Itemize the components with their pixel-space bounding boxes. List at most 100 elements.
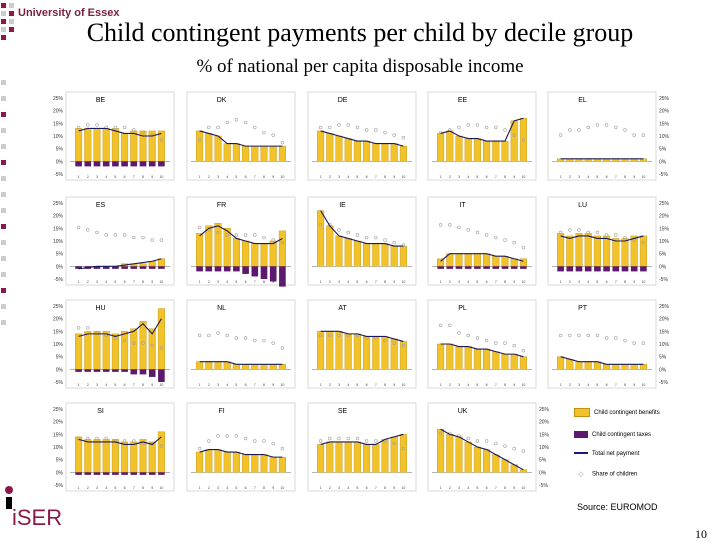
tax-bar: [148, 266, 156, 269]
net-payment-line: [440, 253, 524, 262]
tax-bar: [112, 161, 119, 167]
share-point: [558, 333, 563, 338]
x-tick-label: 7: [375, 175, 377, 179]
benefit-bar: [381, 143, 389, 162]
tax-bar: [148, 161, 156, 167]
x-tick-label: 7: [254, 383, 256, 387]
legend-share: ◇ Share of children: [574, 470, 637, 478]
benefit-bar: [93, 331, 101, 370]
y-tick-label-left: 15%: [53, 226, 64, 232]
share-point: [271, 133, 275, 137]
tax-bar: [130, 369, 138, 375]
benefit-bar: [139, 439, 147, 473]
share-point: [132, 341, 136, 345]
tax-bar: [84, 472, 92, 475]
benefit-bar: [269, 240, 277, 267]
benefit-bar: [130, 328, 138, 370]
benefit-bar: [121, 441, 129, 473]
benefit-bar: [519, 118, 527, 162]
share-point: [318, 223, 323, 227]
benefit-bar: [326, 133, 334, 162]
x-tick-label: 9: [151, 280, 153, 284]
x-tick-label: 3: [96, 383, 98, 387]
tax-bar: [501, 266, 509, 269]
share-point: [159, 444, 164, 448]
x-tick-label: 3: [458, 175, 460, 179]
x-tick-label: 8: [624, 383, 626, 387]
share-point: [104, 233, 108, 237]
x-tick-label: 8: [263, 280, 265, 284]
share-point: [243, 120, 248, 125]
share-point: [318, 333, 323, 338]
benefit-bar: [260, 243, 268, 267]
net-payment-line: [320, 210, 404, 247]
university-logo[interactable]: University of Essex: [18, 7, 120, 19]
share-point: [355, 436, 360, 441]
x-tick-label: 9: [151, 383, 153, 387]
benefit-bar: [372, 143, 380, 162]
share-point: [225, 233, 229, 237]
x-tick-label: 4: [105, 383, 107, 387]
y-tick-label-left: -5%: [54, 483, 63, 489]
share-point: [392, 133, 396, 137]
y-tick-label-right: 25%: [659, 304, 670, 310]
tax-bar: [196, 266, 203, 272]
x-tick-label: 7: [133, 383, 135, 387]
x-tick-label: 3: [578, 280, 580, 284]
x-tick-label: 3: [458, 383, 460, 387]
y-tick-label-right: 20%: [659, 109, 670, 115]
share-point: [122, 233, 127, 237]
share-point: [595, 230, 600, 235]
y-tick-label-left: 10%: [53, 342, 64, 348]
x-tick-label: 4: [105, 175, 107, 179]
share-point: [503, 238, 507, 242]
benefit-bar: [157, 130, 165, 162]
benefit-bar: [492, 140, 500, 162]
share-point: [280, 446, 285, 451]
x-tick-label: 9: [272, 175, 274, 179]
benefit-bar: [437, 343, 445, 370]
x-tick-label: 3: [217, 175, 219, 179]
x-tick-label: 9: [272, 280, 274, 284]
net-payment-line: [199, 130, 283, 147]
share-point: [318, 439, 323, 443]
benefit-bar: [446, 343, 454, 370]
share-point: [253, 125, 257, 130]
benefit-bar: [390, 245, 398, 267]
x-tick-label: 7: [375, 486, 377, 490]
tax-bar: [75, 369, 82, 372]
benefit-bar: [242, 454, 250, 473]
x-tick-label: 10: [159, 383, 163, 387]
benefit-bar: [584, 233, 592, 267]
benefit-bar: [557, 233, 565, 267]
x-tick-label: 8: [504, 280, 506, 284]
x-tick-label: 7: [495, 280, 497, 284]
chart-frame-se: [307, 402, 417, 492]
benefit-bar: [381, 243, 389, 267]
share-point: [243, 233, 248, 237]
source-note: Source: EUROMOD: [577, 502, 658, 512]
share-point: [503, 341, 507, 345]
x-tick-label: 8: [504, 175, 506, 179]
x-tick-label: 3: [338, 175, 340, 179]
share-point: [604, 336, 609, 340]
x-tick-label: 6: [366, 383, 368, 387]
x-tick-label: 8: [142, 486, 144, 490]
x-tick-label: 2: [208, 486, 210, 490]
benefit-bar: [232, 451, 240, 473]
x-tick-label: 7: [375, 383, 377, 387]
benefit-bar: [492, 351, 500, 370]
tax-bar: [75, 161, 82, 167]
iser-logo[interactable]: iSER: [12, 505, 63, 530]
net-payment-line: [78, 258, 162, 270]
benefit-bar: [483, 140, 491, 162]
y-tick-label-right: 20%: [659, 214, 670, 220]
share-point: [132, 128, 136, 132]
benefit-bar: [278, 456, 286, 473]
benefit-bar: [473, 253, 481, 267]
share-point: [318, 125, 323, 130]
share-point: [392, 441, 396, 446]
tax-bar: [158, 161, 165, 167]
benefit-bar: [196, 130, 204, 162]
